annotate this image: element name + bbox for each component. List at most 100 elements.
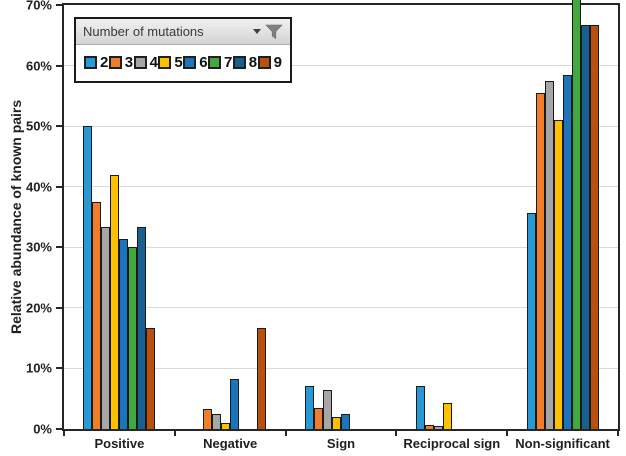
y-tick-mark <box>56 306 62 309</box>
bar-mutations-6 <box>230 379 240 429</box>
bar-mutations-9 <box>257 328 267 429</box>
legend-title: Number of mutations <box>83 24 204 39</box>
bar-mutations-4 <box>433 426 443 429</box>
bar-mutations-5 <box>110 175 120 429</box>
legend-label: 9 <box>273 54 282 71</box>
y-axis-line-extension <box>62 5 64 9</box>
bar-mutations-2 <box>526 213 536 429</box>
x-tick-label-positive: Positive <box>94 436 145 451</box>
legend-item-3: 3 <box>108 54 134 71</box>
legend-swatch <box>257 56 271 69</box>
y-tick-mark <box>56 125 62 128</box>
bar-mutations-4 <box>101 227 111 429</box>
x-axis-labels: Positive Negative Sign Reciprocal sign Non-s… <box>64 436 618 451</box>
y-tick-mark <box>56 428 62 430</box>
bar-mutations-8 <box>137 227 147 429</box>
bar-mutations-5 <box>442 403 452 429</box>
legend-swatch <box>108 56 122 69</box>
gridline-20 <box>64 307 618 309</box>
bar-mutations-2 <box>83 126 93 429</box>
y-tick-label-10%: 10% <box>25 360 52 376</box>
bar-mutations-4 <box>544 81 554 429</box>
bar-mutations-6 <box>562 75 572 429</box>
bar-mutations-9 <box>589 25 599 429</box>
x-tick-mark <box>284 431 287 436</box>
bar-group-positive <box>64 5 175 429</box>
bar-mutations-4 <box>212 414 222 429</box>
legend-swatch <box>133 56 147 69</box>
x-tick-mark <box>395 431 398 436</box>
x-tick-label-non-significant: Non-significant <box>515 436 610 451</box>
bar-mutations-7 <box>571 0 581 429</box>
bar-groups <box>64 0 618 429</box>
legend-item-5: 5 <box>158 54 183 71</box>
gridline-60 <box>64 65 618 67</box>
filter-funnel-icon[interactable] <box>265 24 283 40</box>
y-tick-label-50%: 50% <box>25 118 52 134</box>
x-tick-mark <box>173 431 176 436</box>
legend-swatch <box>84 56 97 69</box>
legend-label: 5 <box>174 54 183 71</box>
legend-item-2: 2 <box>84 54 108 71</box>
x-tick-mark <box>506 431 509 436</box>
chevron-down-icon[interactable] <box>253 29 261 34</box>
x-tick-label-sign: Sign <box>326 436 356 451</box>
bar-mutations-6 <box>119 239 129 429</box>
bar-mutations-5 <box>553 120 563 429</box>
bar-mutations-5 <box>221 423 231 429</box>
gridline-30 <box>64 246 618 248</box>
legend-item-4: 4 <box>133 54 158 71</box>
bar-mutations-7 <box>128 247 138 429</box>
legend-label: 6 <box>199 54 208 71</box>
legend-item-9: 9 <box>257 54 282 71</box>
y-tick-mark <box>56 4 62 6</box>
bar-mutations-3 <box>203 409 213 429</box>
legend-item-8: 8 <box>232 54 258 71</box>
bar-mutations-6 <box>340 414 350 429</box>
legend-field-button[interactable]: Number of mutations <box>76 19 290 45</box>
legend-swatch <box>207 56 221 69</box>
bar-group-negative <box>175 5 286 429</box>
y-tick-mark <box>56 64 62 67</box>
gridline-40 <box>64 186 618 188</box>
legend-label: 2 <box>100 54 109 71</box>
x-tick-mark <box>63 431 65 436</box>
y-tick-label-30%: 30% <box>25 239 52 255</box>
y-tick-label-60%: 60% <box>25 58 52 74</box>
bar-mutations-8 <box>580 25 590 429</box>
legend-label: 3 <box>124 54 134 71</box>
bar-mutations-3 <box>535 93 545 429</box>
x-tick-mark <box>617 431 619 436</box>
y-tick-label-20%: 20% <box>25 300 52 316</box>
bar-mutations-2 <box>304 386 314 429</box>
bar-mutations-3 <box>92 202 102 429</box>
bar-group-non-significant <box>507 0 618 429</box>
legend-item-6: 6 <box>183 54 208 71</box>
legend-swatch <box>232 56 246 69</box>
y-tick-label-0%: 0% <box>33 421 52 437</box>
legend-label: 4 <box>149 54 158 71</box>
bar-mutations-3 <box>424 425 434 429</box>
gridline-50 <box>64 125 618 127</box>
bar-mutations-3 <box>313 408 323 429</box>
y-tick-label-40%: 40% <box>25 179 52 195</box>
x-tick-label-negative: Negative <box>203 436 258 451</box>
y-tick-mark <box>56 246 62 249</box>
legend-swatch <box>158 56 172 69</box>
x-tick-label-reciprocal-sign: Reciprocal sign <box>403 436 501 451</box>
legend-swatch <box>183 56 197 69</box>
bar-group-sign <box>286 5 397 429</box>
bar-mutations-5 <box>331 417 341 429</box>
y-axis-tick-labels: 0% 10% 20% 30% 40% 50% 60% 70% <box>0 0 56 437</box>
bar-mutations-4 <box>322 390 332 429</box>
bar-mutations-9 <box>146 328 156 429</box>
legend-label: 7 <box>223 54 233 71</box>
bar-group-reciprocal-sign <box>396 5 507 429</box>
gridline-10 <box>64 367 618 369</box>
y-tick-mark <box>56 367 62 370</box>
legend-label: 8 <box>248 54 258 71</box>
